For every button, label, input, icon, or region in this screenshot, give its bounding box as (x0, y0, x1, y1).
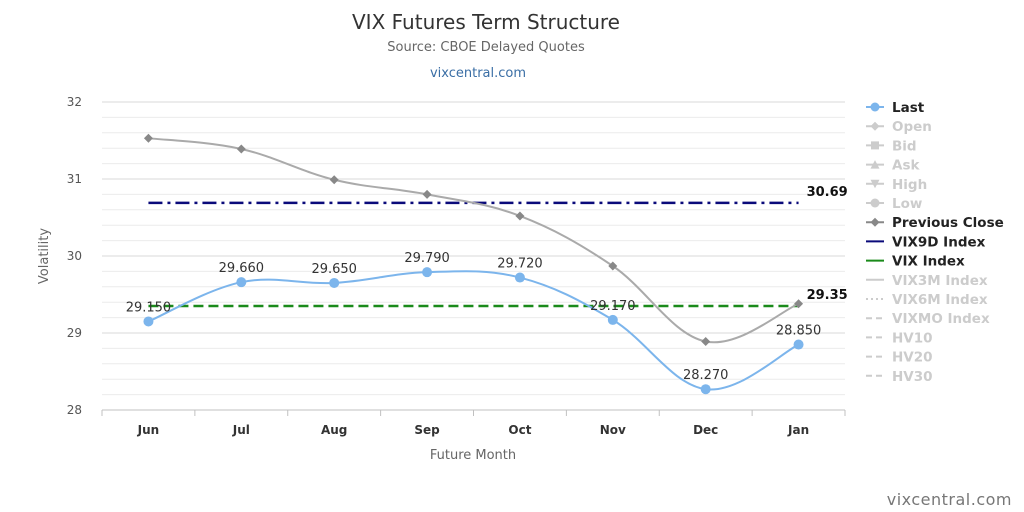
y-axis-ticks: 28 29 30 31 32 (67, 95, 82, 417)
legend-marker (870, 179, 880, 189)
legend-marker (870, 121, 880, 131)
chart-subtitle: Source: CBOE Delayed Quotes (387, 40, 585, 55)
y-tick-label: 28 (67, 403, 82, 417)
series-line (148, 137, 799, 344)
credit-text[interactable]: vixcentral.com (887, 490, 1012, 509)
data-point[interactable] (514, 272, 525, 283)
chart-title: VIX Futures Term Structure (352, 10, 620, 34)
data-point[interactable] (236, 277, 247, 288)
data-point[interactable] (515, 211, 525, 221)
x-tick-label: Jan (787, 423, 809, 437)
data-label: 29.150 (126, 300, 172, 315)
data-label: 29.790 (404, 251, 450, 266)
data-point[interactable] (329, 175, 339, 185)
legend-label: VIXMO Index (892, 311, 990, 327)
y-tick-label: 29 (67, 326, 82, 340)
data-point[interactable] (700, 384, 711, 395)
data-point[interactable] (236, 144, 246, 154)
legend-item[interactable]: VIX Index (866, 254, 965, 270)
data-point[interactable] (701, 336, 711, 346)
data-point[interactable] (607, 314, 618, 325)
legend-label: Low (892, 196, 922, 212)
x-tick-label: Dec (693, 423, 718, 437)
y-tick-label: 30 (67, 249, 82, 263)
y-axis-title: Volatility (37, 228, 52, 284)
legend-item[interactable]: High (866, 177, 927, 193)
data-label: 28.270 (683, 368, 729, 383)
legend-item[interactable]: VIXMO Index (866, 311, 990, 327)
data-label: 28.850 (776, 324, 822, 339)
y-tick-label: 32 (67, 95, 82, 109)
legend-item[interactable]: Last (866, 100, 925, 116)
x-tick-label: Oct (508, 423, 531, 437)
x-tick-label: Jul (232, 423, 250, 437)
data-label: 29.650 (311, 262, 357, 277)
legend-item[interactable]: HV20 (866, 350, 933, 366)
series-layer (143, 133, 804, 395)
legend-label: VIX3M Index (892, 273, 988, 289)
legend-label: Bid (892, 138, 917, 154)
legend-label: Last (892, 100, 925, 116)
legend-label: VIX6M Index (892, 292, 988, 308)
data-label: 29.170 (590, 299, 636, 314)
reference-line-label: 30.69 (807, 185, 848, 200)
data-point[interactable] (329, 277, 340, 288)
data-point[interactable] (794, 299, 804, 309)
legend: Last Open Bid Ask High Low Previous Close VIX9D… (866, 100, 1004, 385)
data-labels: 29.150 29.660 29.650 29.790 29.720 29.170 28.2… (126, 251, 822, 383)
legend-item[interactable]: Bid (866, 138, 917, 154)
legend-label: Previous Close (892, 215, 1004, 231)
legend-marker (870, 102, 880, 112)
legend-marker (870, 217, 880, 227)
legend-item[interactable]: Previous Close (866, 215, 1004, 231)
x-tick-label: Sep (414, 423, 440, 437)
x-tick-label: Aug (321, 423, 347, 437)
legend-item[interactable]: Low (866, 196, 922, 212)
legend-item[interactable]: HV10 (866, 330, 933, 346)
x-tick-label: Jun (137, 423, 160, 437)
legend-label: Ask (892, 158, 920, 174)
series-line (148, 270, 800, 391)
reference-lines: 30.69 29.35 (148, 185, 848, 308)
data-point[interactable] (608, 261, 618, 271)
grid-lines (102, 101, 845, 411)
legend-label: HV10 (892, 330, 933, 346)
legend-item[interactable]: VIX6M Index (866, 292, 988, 308)
legend-marker (871, 141, 879, 150)
y-tick-label: 31 (67, 172, 82, 186)
data-point[interactable] (143, 133, 153, 143)
legend-item[interactable]: HV30 (866, 369, 933, 385)
legend-item[interactable]: VIX3M Index (866, 273, 988, 289)
data-label: 29.720 (497, 257, 543, 272)
legend-item[interactable]: VIX9D Index (866, 234, 986, 250)
legend-label: HV30 (892, 369, 933, 385)
reference-line-label: 29.35 (807, 288, 848, 303)
data-point[interactable] (422, 267, 433, 278)
x-axis-title: Future Month (430, 448, 516, 463)
legend-item[interactable]: Open (866, 119, 932, 135)
legend-label: VIX Index (892, 254, 965, 270)
site-link[interactable]: vixcentral.com (430, 66, 526, 81)
data-point[interactable] (422, 189, 432, 199)
data-point[interactable] (143, 316, 154, 327)
legend-marker (870, 198, 880, 208)
legend-label: Open (892, 119, 932, 135)
legend-item[interactable]: Ask (866, 158, 920, 174)
legend-label: HV20 (892, 350, 933, 366)
data-label: 29.660 (219, 261, 265, 276)
legend-label: High (892, 177, 927, 193)
x-axis-ticks: Jun Jul Aug Sep Oct Nov Dec Jan (101, 410, 846, 437)
data-point[interactable] (793, 339, 804, 350)
legend-label: VIX9D Index (892, 234, 986, 250)
x-tick-label: Nov (600, 423, 626, 437)
legend-marker (870, 160, 880, 169)
